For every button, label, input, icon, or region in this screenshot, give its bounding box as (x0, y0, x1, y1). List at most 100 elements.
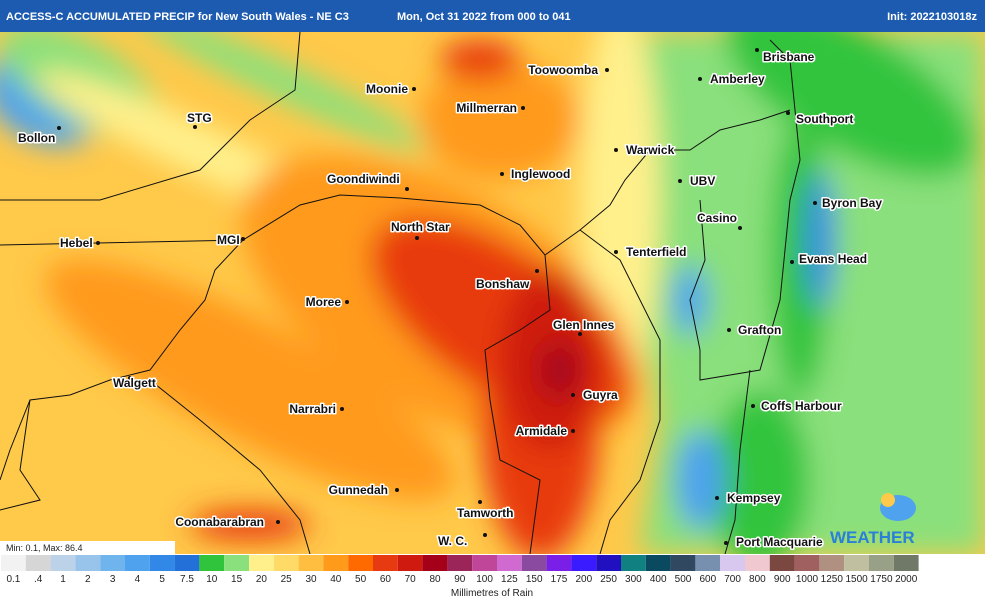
town-label: Goondiwindi (327, 172, 400, 186)
town-dot (578, 332, 582, 336)
town-dot (813, 201, 817, 205)
header-init: Init: 2022103018z (887, 11, 977, 23)
legend-label: 125 (501, 574, 518, 585)
town-label: Armidale (516, 424, 568, 438)
legend-swatch (670, 555, 696, 571)
legend-label: 300 (625, 574, 642, 585)
legend-label: 500 (675, 574, 692, 585)
town-labels: Brisbane Amberley Southport Toowoomba Moonie… (17, 48, 884, 551)
town-dot (724, 541, 728, 545)
legend-swatch (298, 555, 324, 571)
town-dot (340, 407, 344, 411)
legend-swatch (397, 555, 423, 571)
town-dot (128, 376, 132, 380)
header-period: Mon, Oct 31 2022 from 000 to 041 (397, 11, 571, 23)
legend-swatch (25, 555, 51, 571)
town-label: Moonie (366, 82, 408, 96)
town-dot (605, 68, 609, 72)
legend-swatch (50, 555, 76, 571)
town-dot (405, 187, 409, 191)
legend-label: 700 (724, 574, 741, 585)
legend-swatch (249, 555, 274, 571)
legend-swatch (844, 555, 869, 571)
legend-swatch (323, 555, 349, 571)
legend-label: 1750 (870, 574, 893, 585)
legend-label: 60 (380, 574, 392, 585)
town-label: Glen Innes (553, 318, 615, 332)
legend-swatch (100, 555, 125, 571)
legend-label: 100 (476, 574, 493, 585)
legend-label: 1000 (796, 574, 819, 585)
town-dot (678, 179, 682, 183)
legend-swatch (273, 555, 299, 571)
legend-swatch (75, 555, 101, 571)
legend-swatch (521, 555, 547, 571)
town-dot (276, 520, 280, 524)
legend-label: 0.1 (6, 574, 20, 585)
town-label: Casino (697, 211, 737, 225)
legend-swatch (645, 555, 671, 571)
legend-swatch (819, 555, 845, 571)
town-dot (483, 533, 487, 537)
legend-label: 200 (575, 574, 592, 585)
legend-swatch (745, 555, 770, 571)
town-dot (500, 172, 504, 176)
town-label: STG (187, 111, 212, 125)
legend-label: 50 (355, 574, 367, 585)
legend-swatch (546, 555, 572, 571)
legend-swatch (348, 555, 373, 571)
legend-swatch (422, 555, 448, 571)
legend-label: 2 (85, 574, 91, 585)
town-label: Tamworth (457, 506, 513, 520)
legend-label: 1 (60, 574, 66, 585)
town-label: Toowoomba (528, 63, 598, 77)
town-dot (395, 488, 399, 492)
town-label: Evans Head (799, 252, 867, 266)
town-label: North Star (391, 220, 450, 234)
header-title: ACCESS-C ACCUMULATED PRECIP for New Sout… (6, 11, 349, 23)
legend-label: 150 (526, 574, 543, 585)
town-label: Byron Bay (822, 196, 882, 210)
legend-label: 1500 (845, 574, 868, 585)
legend-label: 2000 (895, 574, 918, 585)
town-label: Warwick (626, 143, 675, 157)
legend-label: 900 (774, 574, 791, 585)
legend-label: 25 (281, 574, 293, 585)
min-max: Min: 0.1, Max: 86.4 (6, 543, 83, 553)
legend-swatch (149, 555, 175, 571)
rain-field (0, 32, 985, 554)
town-dot (193, 125, 197, 129)
legend-label: 5 (159, 574, 165, 585)
town-dot (751, 404, 755, 408)
legend-label: 90 (454, 574, 466, 585)
legend-label: 175 (551, 574, 568, 585)
legend-label: 80 (429, 574, 441, 585)
legend: 0.1 .4 1 2 3 4 5 7.5 10 15 20 25 30 40 50 60 70 80 90 100 12… (0, 554, 985, 605)
town-dot (755, 48, 759, 52)
legend-swatch (621, 555, 646, 571)
town-label: Gunnedah (329, 483, 388, 497)
legend-swatch (695, 555, 721, 571)
town-label: MGI (217, 233, 240, 247)
town-label: Amberley (710, 72, 765, 86)
legend-label: 800 (749, 574, 766, 585)
legend-swatch (1, 555, 26, 571)
legend-swatch (174, 555, 200, 571)
legend-label: 400 (650, 574, 667, 585)
logo: WEATHER (830, 493, 916, 547)
town-label: Kempsey (727, 491, 781, 505)
legend-swatch (869, 555, 894, 571)
legend-label: 15 (231, 574, 243, 585)
legend-swatch (720, 555, 745, 571)
legend-label: 30 (305, 574, 317, 585)
town-label: Brisbane (763, 50, 815, 64)
town-dot (571, 429, 575, 433)
town-dot (521, 106, 525, 110)
town-dot (345, 300, 349, 304)
town-dot (698, 77, 702, 81)
header-bar (0, 0, 985, 32)
town-dot (571, 393, 575, 397)
town-dot (241, 237, 245, 241)
town-label: Bollon (18, 131, 55, 145)
